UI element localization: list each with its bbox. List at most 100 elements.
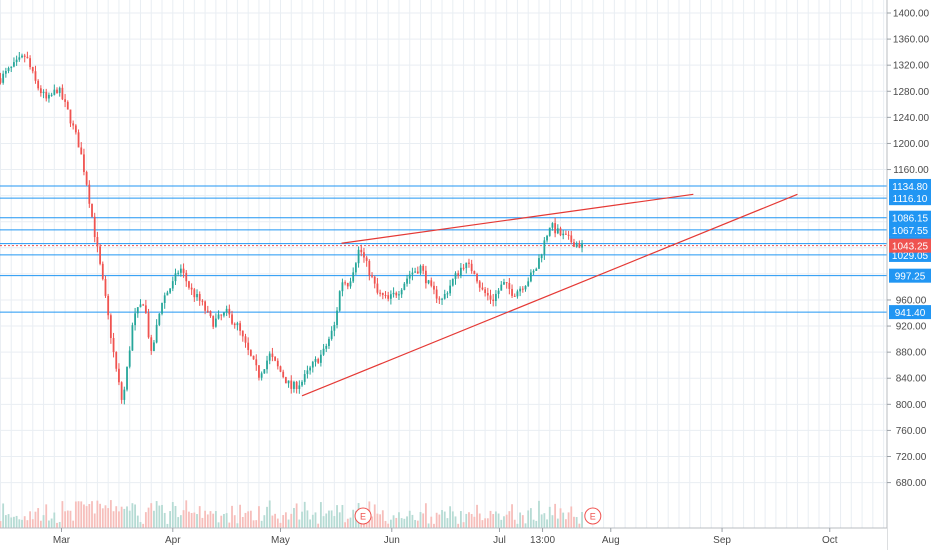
volume-bar — [161, 504, 163, 528]
candle-body — [567, 234, 570, 236]
candle-body — [271, 353, 274, 358]
candle-body — [376, 283, 379, 293]
candle-body — [147, 312, 150, 338]
volume-bar — [406, 516, 408, 528]
candle-body — [128, 350, 131, 367]
level-price-tag[interactable] — [889, 178, 931, 193]
price-axis[interactable]: 1134.801116.101086.151067.551046.451029.… — [886, 0, 932, 550]
earnings-marker[interactable] — [354, 507, 372, 525]
candle-body — [2, 73, 5, 83]
volume-bar — [128, 510, 131, 528]
level-price-tag[interactable] — [889, 191, 931, 206]
candle-body — [511, 288, 513, 296]
earnings-marker[interactable] — [584, 507, 602, 525]
candle-body — [352, 272, 355, 282]
candle-body — [349, 281, 352, 287]
volume-bar — [494, 511, 497, 528]
candle-body — [91, 203, 93, 217]
candle-body — [470, 263, 473, 272]
volume-bar — [322, 516, 325, 528]
candle-body — [48, 94, 50, 99]
price-tick-label: 1360.00 — [893, 35, 930, 46]
candle-body — [419, 265, 422, 274]
volume-bar — [171, 502, 174, 528]
candle-body — [497, 290, 500, 294]
candle-body — [476, 274, 478, 282]
volume-bar — [519, 512, 522, 528]
candle-body — [398, 294, 400, 296]
volume-bar — [336, 505, 338, 528]
trend-lines[interactable] — [301, 193, 798, 397]
candle-body — [564, 233, 567, 235]
price-tick-label: 880.00 — [896, 348, 927, 359]
candles — [0, 51, 583, 405]
volume-bar — [69, 510, 72, 528]
volume-bar — [21, 519, 23, 528]
level-price-tag-text: 1116.10 — [893, 194, 928, 205]
candle-body — [311, 361, 314, 368]
volume-bar — [155, 501, 158, 528]
volume-bar — [503, 516, 505, 528]
volume-bar — [255, 520, 258, 528]
candle-body — [101, 263, 104, 280]
volume-bar — [500, 519, 503, 528]
level-price-tag[interactable] — [889, 210, 931, 225]
volume-bar — [424, 503, 427, 528]
volume-bar — [422, 513, 425, 528]
volume-bar — [163, 512, 166, 528]
candle-body — [214, 318, 217, 327]
candle-body — [562, 233, 565, 236]
volume-bar — [276, 518, 279, 528]
time-tick-label: Jun — [384, 535, 400, 546]
candle-body — [387, 295, 390, 299]
volume-bar — [48, 520, 50, 528]
time-tick-label: Oct — [822, 535, 838, 546]
level-price-tag[interactable] — [889, 268, 931, 283]
volume-bar — [524, 523, 527, 528]
time-tick-label: Mar — [53, 535, 71, 546]
candle-body — [74, 125, 77, 133]
volume-bar — [109, 500, 112, 528]
candle-body — [357, 249, 360, 264]
candle-body — [282, 371, 285, 378]
volume-bar — [516, 523, 519, 528]
volume-bar — [484, 518, 487, 528]
level-price-tag[interactable] — [889, 305, 931, 320]
volume-bar — [80, 501, 83, 528]
candle-body — [325, 345, 328, 349]
candle-body — [363, 252, 365, 258]
volume-bar — [37, 508, 40, 528]
volume-bar — [381, 510, 384, 528]
volume-bar — [72, 520, 75, 528]
volume-bar — [416, 520, 419, 528]
volume-bar — [77, 501, 80, 528]
level-price-tag[interactable] — [889, 222, 931, 237]
volume-bar — [384, 520, 387, 528]
candle-body — [389, 294, 392, 299]
volume-bar — [279, 522, 282, 528]
volume-bar — [249, 510, 252, 528]
volume-bar — [511, 504, 513, 528]
volume-bar — [196, 514, 198, 528]
candle-body — [301, 381, 303, 386]
candle-body — [384, 295, 387, 297]
volume-bar — [150, 503, 153, 528]
volume-bar — [266, 506, 268, 528]
candle-body — [535, 268, 538, 271]
volume-bar — [115, 506, 118, 528]
candle-body — [109, 315, 112, 339]
volume-bar — [567, 512, 570, 528]
candle-body — [115, 352, 118, 369]
trend-line[interactable] — [301, 193, 798, 397]
volume-bar — [236, 523, 239, 528]
volume-bar — [123, 508, 126, 528]
trend-line[interactable] — [341, 193, 694, 244]
candle-body — [322, 348, 325, 355]
volume-bar — [112, 511, 115, 528]
candle-body — [206, 310, 209, 312]
candle-body — [118, 368, 120, 383]
